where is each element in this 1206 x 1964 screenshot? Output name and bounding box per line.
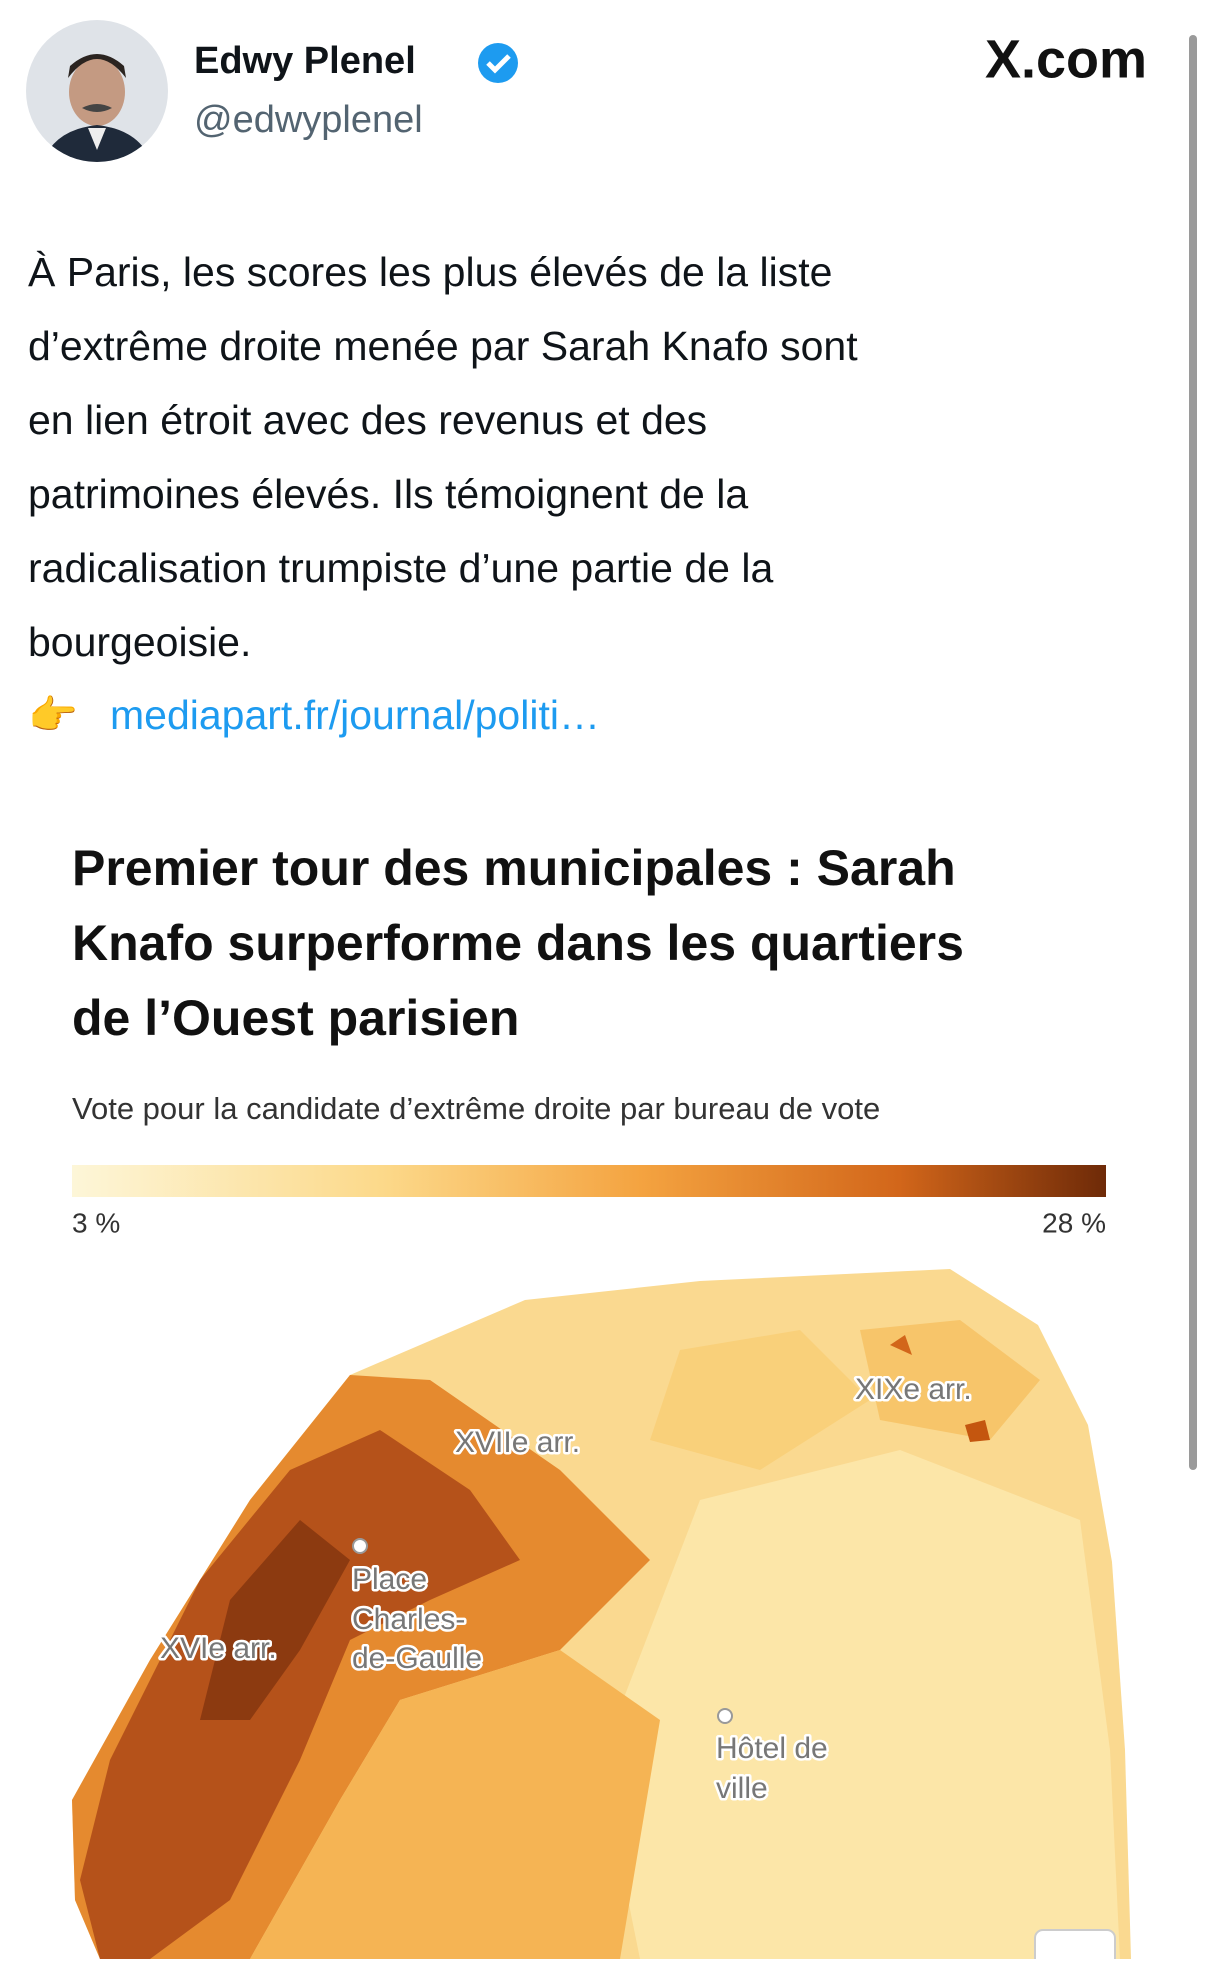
map-label: XVIe arr. (160, 1632, 277, 1665)
map (72, 1269, 1131, 1964)
figure-subtitle: Vote pour la candidate d’extrême droite … (72, 1091, 880, 1126)
figure-title: Premier tour des municipales : Sarah Knaf… (72, 840, 964, 1046)
map-label: Hôtel de (716, 1732, 828, 1765)
map-label: ville (716, 1772, 768, 1805)
map-label: Place (352, 1563, 427, 1596)
tweet-line: d’extrême droite menée par Sarah Knafo s… (28, 323, 858, 369)
author-name[interactable]: Edwy Plenel (194, 40, 416, 82)
tweet-line: bourgeoisie. (28, 619, 251, 665)
author-handle[interactable]: @edwyplenel (194, 99, 423, 141)
title-line: Premier tour des municipales : Sarah (72, 840, 956, 896)
scale-min: 3 % (72, 1207, 120, 1238)
map-label: XVIIe arr. (455, 1426, 580, 1459)
link-icon: 👉 (28, 694, 78, 738)
site-mark: X.com (985, 29, 1147, 89)
map-label: de-Gaulle (352, 1642, 482, 1675)
scale-max: 28 % (1042, 1207, 1106, 1238)
tweet-link[interactable]: mediapart.fr/journal/politi… (110, 692, 600, 738)
color-scale (72, 1165, 1106, 1197)
map-label: Charles- (352, 1603, 465, 1636)
tweet-line: À Paris, les scores les plus élevés de l… (28, 249, 832, 295)
title-line: de l’Ouest parisien (72, 990, 519, 1046)
title-line: Knafo surperforme dans les quartiers (72, 915, 964, 971)
verified-badge (478, 43, 518, 83)
map-label: XIXe arr. (855, 1373, 972, 1406)
tweet-text: À Paris, les scores les plus élevés de l… (28, 249, 858, 665)
tweet-line: radicalisation trumpiste d’une partie de… (28, 545, 773, 591)
tweet-line: patrimoines élevés. Ils témoignent de la (28, 471, 748, 517)
scrollbar (1189, 35, 1197, 1470)
tweet-line: en lien étroit avec des revenus et des (28, 397, 707, 443)
